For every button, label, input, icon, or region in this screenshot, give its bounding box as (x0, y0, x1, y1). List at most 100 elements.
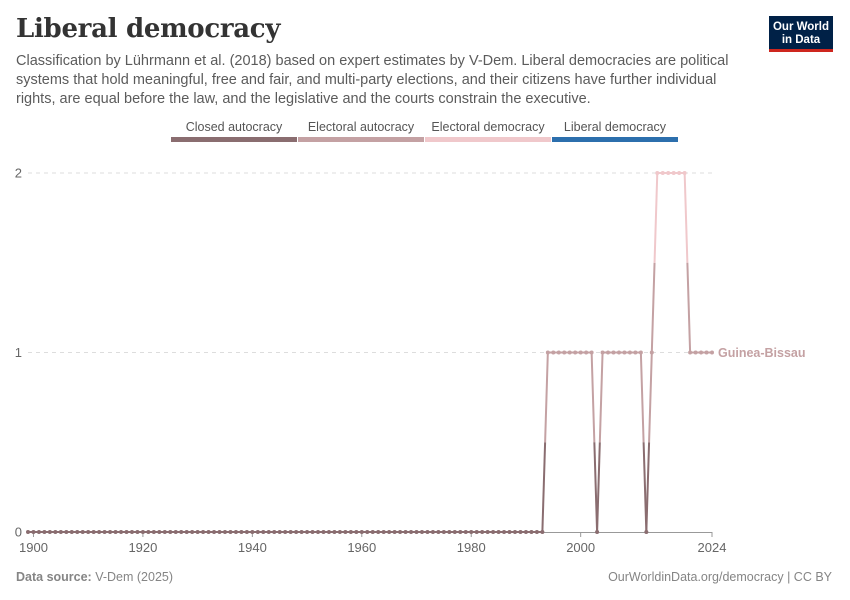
series-point (627, 350, 632, 355)
series-point (75, 530, 80, 534)
footer-url[interactable]: OurWorldinData.org/democracy | CC BY (608, 570, 832, 584)
series-point (299, 530, 304, 534)
series-point (233, 530, 238, 534)
series-point (595, 530, 600, 534)
series-point (354, 530, 359, 534)
series-point (523, 530, 528, 534)
x-tick-label: 2024 (698, 540, 727, 555)
series-point (534, 530, 539, 534)
series-point (184, 530, 189, 534)
series-point (97, 530, 102, 534)
chart-subtitle: Classification by Lührmann et al. (2018)… (16, 53, 729, 107)
series-point (567, 350, 572, 355)
series-point (151, 530, 156, 534)
series-point (644, 530, 649, 534)
series-point (272, 530, 277, 534)
series-labels: Guinea-Bissau (718, 346, 806, 360)
series-point (376, 530, 381, 534)
series-point (337, 530, 342, 534)
series-segment (544, 352, 549, 443)
series-point (294, 530, 299, 534)
y-axis-ticks: 0 1 2 (15, 166, 22, 540)
y-tick-label: 2 (15, 166, 22, 181)
series-segment (596, 442, 601, 533)
series-point (611, 350, 616, 355)
series-point (398, 530, 403, 534)
series-point (108, 530, 113, 534)
series-point (452, 530, 457, 534)
series-point (551, 350, 556, 355)
series-point (666, 171, 671, 175)
series-point (491, 530, 496, 534)
series-point (288, 530, 293, 534)
series-point (633, 350, 638, 355)
series-point (316, 530, 321, 534)
series-point (212, 530, 217, 534)
series-point (47, 530, 52, 534)
series-point (58, 530, 63, 534)
series-point (42, 530, 47, 534)
series-point (250, 530, 255, 534)
series-point (129, 530, 134, 534)
series-point (616, 350, 621, 355)
series-segment (639, 352, 645, 443)
series-point (584, 350, 589, 355)
data-source-label: Data source: (16, 570, 92, 584)
series-point (31, 530, 36, 534)
series-point (518, 530, 523, 534)
x-tick-label: 1920 (128, 540, 157, 555)
series-point (140, 530, 145, 534)
series-point (502, 530, 507, 534)
series-point (36, 530, 41, 534)
series-point (201, 530, 206, 534)
series-point (600, 350, 605, 355)
legend-swatch (425, 137, 551, 142)
legend-label: Closed autocracy (186, 120, 283, 134)
owid-logo[interactable]: Our World in Data (769, 16, 833, 52)
series-point (365, 530, 370, 534)
series-point (469, 530, 474, 534)
series-point (480, 530, 485, 534)
series-point (463, 530, 468, 534)
series-point (266, 530, 271, 534)
legend-label: Liberal democracy (564, 120, 667, 134)
series-point (69, 530, 74, 534)
series-point (206, 530, 211, 534)
series-point (157, 530, 162, 534)
series-point (540, 530, 545, 534)
series-point (332, 530, 337, 534)
series-point (409, 530, 414, 534)
series-point (507, 530, 512, 534)
series-point (485, 530, 490, 534)
legend: Closed autocracy Electoral autocracy Elect… (171, 120, 678, 142)
data-source-value[interactable]: V-Dem (2025) (95, 570, 174, 584)
series-point (124, 530, 129, 534)
series-segment (645, 442, 651, 533)
series-point (638, 350, 643, 355)
series-point (704, 350, 709, 355)
series-segment (598, 352, 604, 443)
series-point (573, 350, 578, 355)
series-point (649, 350, 654, 355)
series-point (370, 530, 375, 534)
series-point (562, 350, 567, 355)
series-segment (653, 172, 659, 263)
legend-swatch (298, 137, 424, 142)
series-point (556, 350, 561, 355)
series-point (310, 530, 315, 534)
series-point (217, 530, 222, 534)
series-point (677, 171, 682, 175)
series-point (458, 530, 463, 534)
legend-swatch (171, 137, 297, 142)
series-point (80, 530, 85, 534)
series-point (688, 350, 693, 355)
series-point (436, 530, 441, 534)
series-point (447, 530, 452, 534)
series-point (283, 530, 288, 534)
x-tick-label: 1960 (347, 540, 376, 555)
legend-label: Electoral democracy (431, 120, 545, 134)
series-point (496, 530, 501, 534)
series-point (326, 530, 331, 534)
data-source: Data source: V-Dem (2025) (16, 570, 173, 584)
